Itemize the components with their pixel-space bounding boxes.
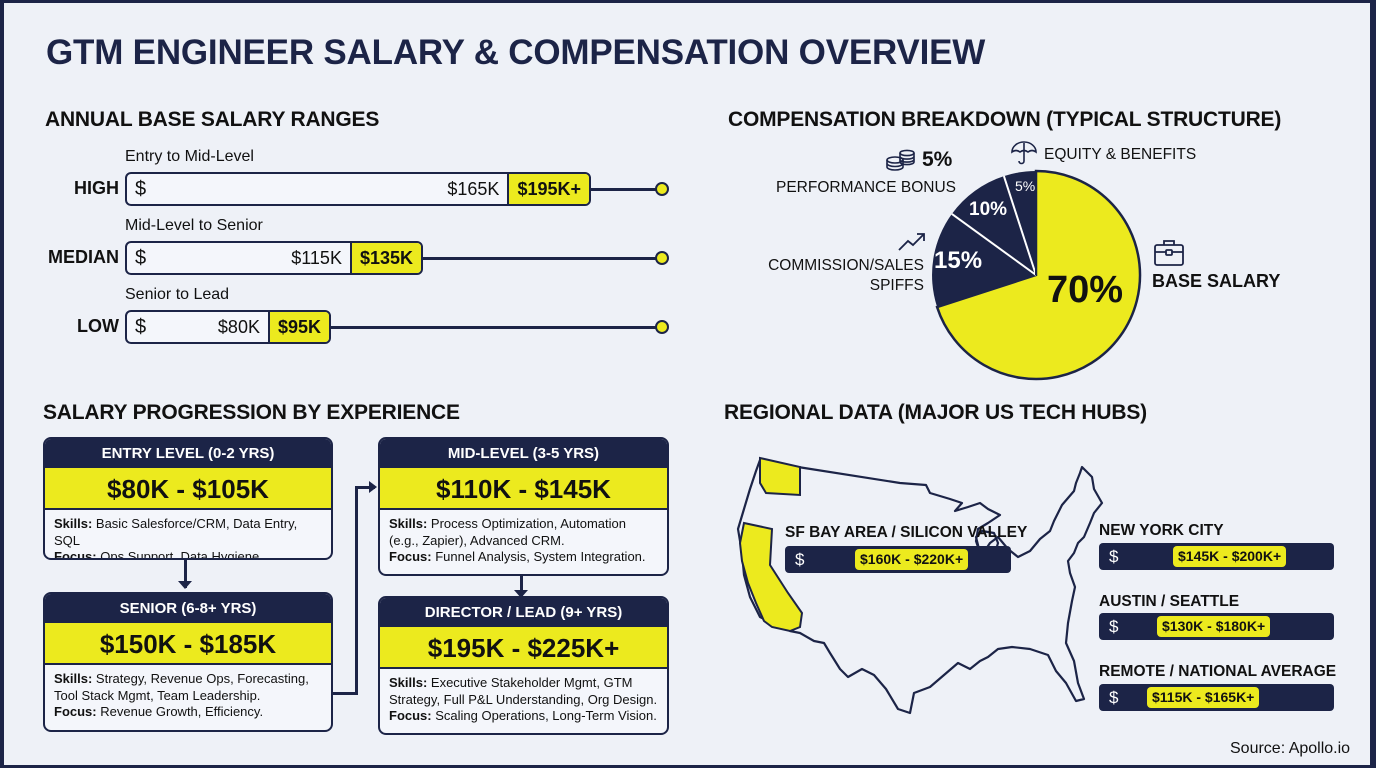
level-name: MID-LEVEL (3-5 YRS) [380,439,667,468]
connector-mid-to-director [520,576,523,596]
level-details: Skills: Executive Stakeholder Mgmt, GTM … [389,675,658,723]
label-equity-benefits: EQUITY & BENEFITS [1044,146,1197,163]
pie-slice-bonus [951,176,1036,275]
page-title: GTM ENGINEER SALARY & COMPENSATION OVERV… [46,33,986,72]
region-range: $115K - $165K+ [1147,687,1260,708]
pie-pct-equity: 5% [1015,178,1036,194]
level-card-entry: ENTRY LEVEL (0-2 YRS) $80K - $105K Skill… [43,437,333,560]
label-commission: COMMISSION/SALES SPIFFS [768,257,924,294]
trending-up-icon [898,233,925,251]
range-bar: $ $165K $195K+ [125,172,591,206]
level-card-director: DIRECTOR / LEAD (9+ YRS) $195K - $225K+ … [378,596,669,735]
progression-title: SALARY PROGRESSION BY EXPERIENCE [43,401,460,424]
connector-senior-to-mid [333,692,358,695]
dollar-icon: $ [1109,687,1119,707]
dollar-icon: $ [135,177,147,200]
range-bar: $ $80K $95K [125,310,331,344]
connector-vertical [355,486,358,695]
range-label: LOW [77,316,119,336]
range-connector-line [591,188,657,191]
range-high-value: $195K+ [507,174,589,204]
salary-ranges-title: ANNUAL BASE SALARY RANGES [45,108,380,131]
level-name: ENTRY LEVEL (0-2 YRS) [45,439,331,468]
level-name: SENIOR (6-8+ YRS) [45,594,331,623]
level-details: Skills: Basic Salesforce/CRM, Data Entry… [54,516,298,560]
region-name-remote: REMOTE / NATIONAL AVERAGE [1099,663,1337,680]
arrow-down-icon [178,581,192,589]
range-high-value: $135K [349,243,421,273]
region-range: $160K - $220K+ [855,549,969,570]
connector-horizontal [355,486,375,489]
pie-pct-bonus: 10% [969,199,1008,220]
range-low-value: $165K [447,178,500,199]
dollar-icon: $ [1109,546,1119,566]
label-performance-bonus: PERFORMANCE BONUS [776,179,956,196]
level-card-senior: SENIOR (6-8+ YRS) $150K - $185K Skills: … [43,592,333,732]
range-subtitle: Entry to Mid-Level [125,148,254,165]
range-row-high: Entry to Mid-Level HIGH $ $165K $195K+ [4,148,704,218]
dollar-icon: $ [135,246,147,269]
region-name-sf: SF BAY AREA / SILICON VALLEY [785,524,1028,541]
range-label: MEDIAN [48,247,119,267]
region-name-nyc: NEW YORK CITY [1099,522,1224,539]
connector-entry-to-senior [184,560,187,588]
range-end-dot [655,182,669,196]
range-high-value: $95K [267,312,329,342]
umbrella-icon [1011,141,1037,165]
arrow-down-icon [514,590,528,598]
range-row-median: Mid-Level to Senior MEDIAN $ $115K $135K [4,217,704,287]
level-range: $80K - $105K [45,468,331,510]
compensation-title: COMPENSATION BREAKDOWN (TYPICAL STRUCTUR… [728,108,1282,131]
range-subtitle: Senior to Lead [125,286,230,303]
range-connector-line [423,257,657,260]
level-name: DIRECTOR / LEAD (9+ YRS) [380,598,667,627]
region-name-austin-seattle: AUSTIN / SEATTLE [1099,593,1240,610]
us-map [736,456,1104,715]
dollar-icon: $ [1109,616,1119,636]
source-label: Source: Apollo.io [1230,740,1351,757]
range-bar: $ $115K $135K [125,241,423,275]
compensation-pie-chart [932,169,1142,381]
level-details: Skills: Process Optimization, Automation… [389,516,646,564]
range-label: HIGH [74,178,119,198]
bonus-callout-pct: 5% [922,148,953,171]
coins-icon [886,149,915,171]
range-low-value: $115K [291,247,342,268]
range-low-value: $80K [217,316,260,337]
arrow-right-icon [369,481,377,493]
range-connector-line [331,326,657,329]
region-bar-austin-seattle: $ $130K - $180K+ [1099,613,1334,640]
pie-pct-commission: 15% [934,247,983,274]
label-base-salary: BASE SALARY [1152,271,1281,291]
range-end-dot [655,320,669,334]
pie-pct-base: 70% [1047,269,1124,311]
region-range: $130K - $180K+ [1157,616,1271,637]
infographic-frame: GTM ENGINEER SALARY & COMPENSATION OVERV… [4,3,1370,765]
dollar-icon: $ [795,549,805,569]
pie-slice-commission [932,213,1036,308]
range-row-low: Senior to Lead LOW $ $80K $95K [4,286,704,356]
briefcase-icon [1154,240,1184,266]
level-card-mid: MID-LEVEL (3-5 YRS) $110K - $145K Skills… [378,437,669,576]
level-range: $195K - $225K+ [380,627,667,669]
level-details: Skills: Strategy, Revenue Ops, Forecasti… [54,671,309,719]
region-range: $145K - $200K+ [1173,546,1287,567]
range-end-dot [655,251,669,265]
regional-title: REGIONAL DATA (MAJOR US TECH HUBS) [724,401,1147,424]
region-bar-remote: $ $115K - $165K+ [1099,684,1334,711]
dollar-icon: $ [135,315,147,338]
range-subtitle: Mid-Level to Senior [125,217,263,234]
level-range: $150K - $185K [45,623,331,665]
region-bar-nyc: $ $145K - $200K+ [1099,543,1334,570]
region-bar-sf: $ $160K - $220K+ [785,546,1011,573]
level-range: $110K - $145K [380,468,667,510]
pie-slice-base-salary [935,169,1142,381]
